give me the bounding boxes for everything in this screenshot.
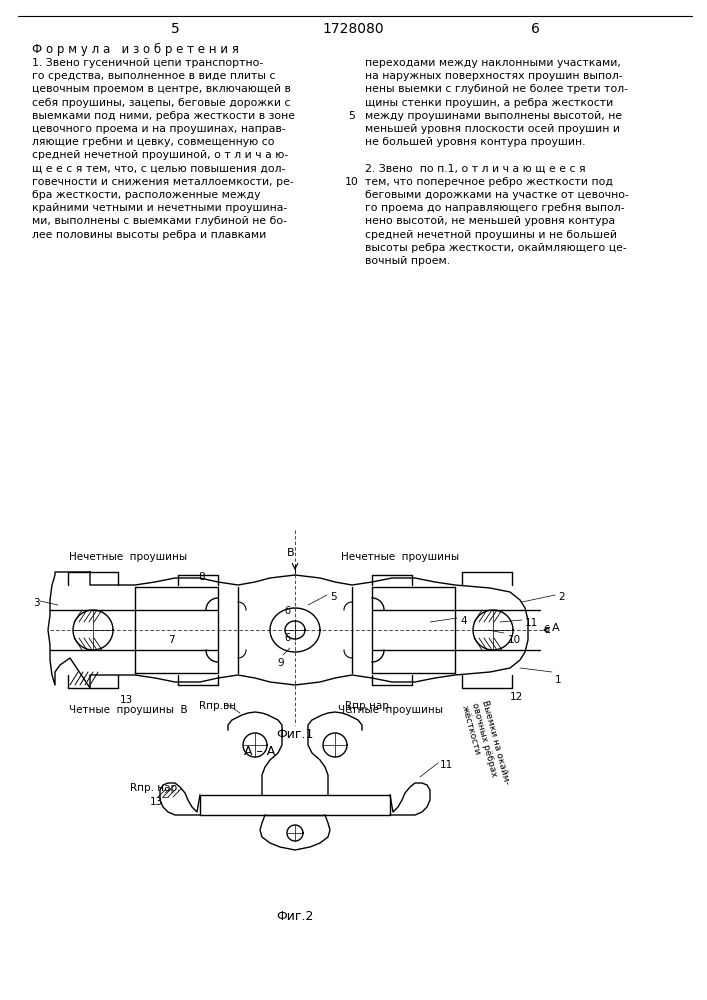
Text: 10: 10 (508, 635, 521, 645)
Text: 13: 13 (120, 695, 133, 705)
Text: 12: 12 (510, 692, 523, 702)
Text: Четные  проушины  В: Четные проушины В (69, 705, 187, 715)
Text: тем, что поперечное ребро жесткости под: тем, что поперечное ребро жесткости под (365, 177, 613, 187)
Text: A: A (552, 623, 560, 633)
Text: вочный проем.: вочный проем. (365, 256, 450, 266)
Text: 9: 9 (277, 658, 284, 668)
Text: выемками под ними, ребра жесткости в зоне: выемками под ними, ребра жесткости в зон… (32, 111, 295, 121)
Text: нено высотой, не меньшей уровня контура: нено высотой, не меньшей уровня контура (365, 216, 615, 226)
Text: на наружных поверхностях проушин выпол-: на наружных поверхностях проушин выпол- (365, 71, 623, 81)
Text: 5: 5 (349, 111, 356, 121)
Text: средней нечетной проушины и не большей: средней нечетной проушины и не большей (365, 230, 617, 240)
Text: Rпр. нар.: Rпр. нар. (130, 783, 180, 793)
Text: средней нечетной проушиной, о т л и ч а ю-: средней нечетной проушиной, о т л и ч а … (32, 150, 288, 160)
Text: A – A: A – A (245, 745, 276, 758)
Text: 1: 1 (555, 675, 561, 685)
Text: 7: 7 (168, 635, 175, 645)
Text: говечности и снижения металлоемкости, ре-: говечности и снижения металлоемкости, ре… (32, 177, 293, 187)
Text: б: б (543, 625, 549, 635)
Text: 3: 3 (33, 598, 40, 608)
Text: бра жесткости, расположенные между: бра жесткости, расположенные между (32, 190, 260, 200)
Text: 8: 8 (198, 572, 204, 582)
Text: щины стенки проушин, а ребра жесткости: щины стенки проушин, а ребра жесткости (365, 98, 613, 108)
Text: нены выемки с глубиной не более трети тол-: нены выемки с глубиной не более трети то… (365, 84, 628, 94)
Text: 5: 5 (170, 22, 180, 36)
Text: Rпр.нар.: Rпр.нар. (345, 701, 392, 711)
Text: цевочным проемом в центре, включающей в: цевочным проемом в центре, включающей в (32, 84, 291, 94)
Text: 2: 2 (558, 592, 565, 602)
Text: го проема до направляющего гребня выпол-: го проема до направляющего гребня выпол- (365, 203, 624, 213)
Text: ми, выполнены с выемками глубиной не бо-: ми, выполнены с выемками глубиной не бо- (32, 216, 287, 226)
Text: Выемки на окайм-
овочных рёбрах
жёсткости: Выемки на окайм- овочных рёбрах жёсткост… (460, 699, 511, 791)
Text: не большей уровня контура проушин.: не большей уровня контура проушин. (365, 137, 585, 147)
Text: 11: 11 (440, 760, 453, 770)
Text: щ е е с я тем, что, с целью повышения дол-: щ е е с я тем, что, с целью повышения до… (32, 164, 286, 174)
Text: 10: 10 (345, 177, 359, 187)
Text: между проушинами выполнены высотой, не: между проушинами выполнены высотой, не (365, 111, 622, 121)
Text: крайними четными и нечетными проушина-: крайними четными и нечетными проушина- (32, 203, 287, 213)
Text: лее половины высоты ребра и плавками: лее половины высоты ребра и плавками (32, 230, 267, 240)
Text: 5: 5 (330, 592, 337, 602)
Text: Нечетные  проушины: Нечетные проушины (69, 552, 187, 562)
Text: 6: 6 (284, 633, 290, 643)
Text: переходами между наклонными участками,: переходами между наклонными участками, (365, 58, 621, 68)
Text: 4: 4 (460, 616, 467, 626)
Text: Rпр.вн: Rпр.вн (199, 701, 237, 711)
Text: 2. Звено  по п.1, о т л и ч а ю щ е е с я: 2. Звено по п.1, о т л и ч а ю щ е е с я (365, 164, 585, 174)
Text: 13: 13 (150, 797, 163, 807)
Text: высоты ребра жесткости, окаймляющего це-: высоты ребра жесткости, окаймляющего це- (365, 243, 626, 253)
Text: меньшей уровня плоскости осей проушин и: меньшей уровня плоскости осей проушин и (365, 124, 620, 134)
Text: цевочного проема и на проушинах, направ-: цевочного проема и на проушинах, направ- (32, 124, 286, 134)
Text: Фиг.2: Фиг.2 (276, 910, 314, 923)
Text: б: б (284, 606, 290, 616)
Text: Нечетные  проушины: Нечетные проушины (341, 552, 459, 562)
Text: Фиг.1: Фиг.1 (276, 728, 314, 741)
Text: 6: 6 (530, 22, 539, 36)
Text: 1. Звено гусеничной цепи транспортно-: 1. Звено гусеничной цепи транспортно- (32, 58, 263, 68)
Text: ляющие гребни и цевку, совмещенную со: ляющие гребни и цевку, совмещенную со (32, 137, 274, 147)
Text: Ф о р м у л а   и з о б р е т е н и я: Ф о р м у л а и з о б р е т е н и я (32, 43, 239, 56)
Text: B: B (287, 548, 295, 558)
Text: беговыми дорожками на участке от цевочно-: беговыми дорожками на участке от цевочно… (365, 190, 629, 200)
Text: себя проушины, зацепы, беговые дорожки с: себя проушины, зацепы, беговые дорожки с (32, 98, 291, 108)
Text: 1728080: 1728080 (322, 22, 384, 36)
Text: го средства, выполненное в виде плиты с: го средства, выполненное в виде плиты с (32, 71, 276, 81)
Text: Четные  проушины: Четные проушины (337, 705, 443, 715)
Text: 11: 11 (525, 618, 538, 628)
